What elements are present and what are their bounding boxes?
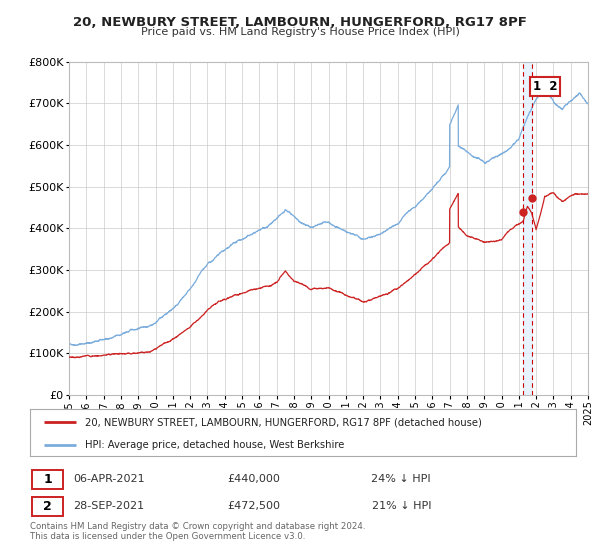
Text: 1  2: 1 2 xyxy=(533,80,557,93)
Text: 06-APR-2021: 06-APR-2021 xyxy=(73,474,145,484)
Text: 2: 2 xyxy=(43,500,52,513)
Text: HPI: Average price, detached house, West Berkshire: HPI: Average price, detached house, West… xyxy=(85,440,344,450)
Text: 20, NEWBURY STREET, LAMBOURN, HUNGERFORD, RG17 8PF: 20, NEWBURY STREET, LAMBOURN, HUNGERFORD… xyxy=(73,16,527,29)
FancyBboxPatch shape xyxy=(32,497,64,516)
FancyBboxPatch shape xyxy=(32,470,64,489)
Text: 1: 1 xyxy=(43,473,52,486)
Text: Price paid vs. HM Land Registry's House Price Index (HPI): Price paid vs. HM Land Registry's House … xyxy=(140,27,460,38)
Text: £440,000: £440,000 xyxy=(227,474,280,484)
Text: 24% ↓ HPI: 24% ↓ HPI xyxy=(371,474,431,484)
Text: £472,500: £472,500 xyxy=(227,501,280,511)
Text: 20, NEWBURY STREET, LAMBOURN, HUNGERFORD, RG17 8PF (detached house): 20, NEWBURY STREET, LAMBOURN, HUNGERFORD… xyxy=(85,417,481,427)
Bar xyxy=(523,62,532,395)
Text: Contains HM Land Registry data © Crown copyright and database right 2024.
This d: Contains HM Land Registry data © Crown c… xyxy=(30,522,365,542)
Text: 28-SEP-2021: 28-SEP-2021 xyxy=(74,501,145,511)
Text: 21% ↓ HPI: 21% ↓ HPI xyxy=(371,501,431,511)
